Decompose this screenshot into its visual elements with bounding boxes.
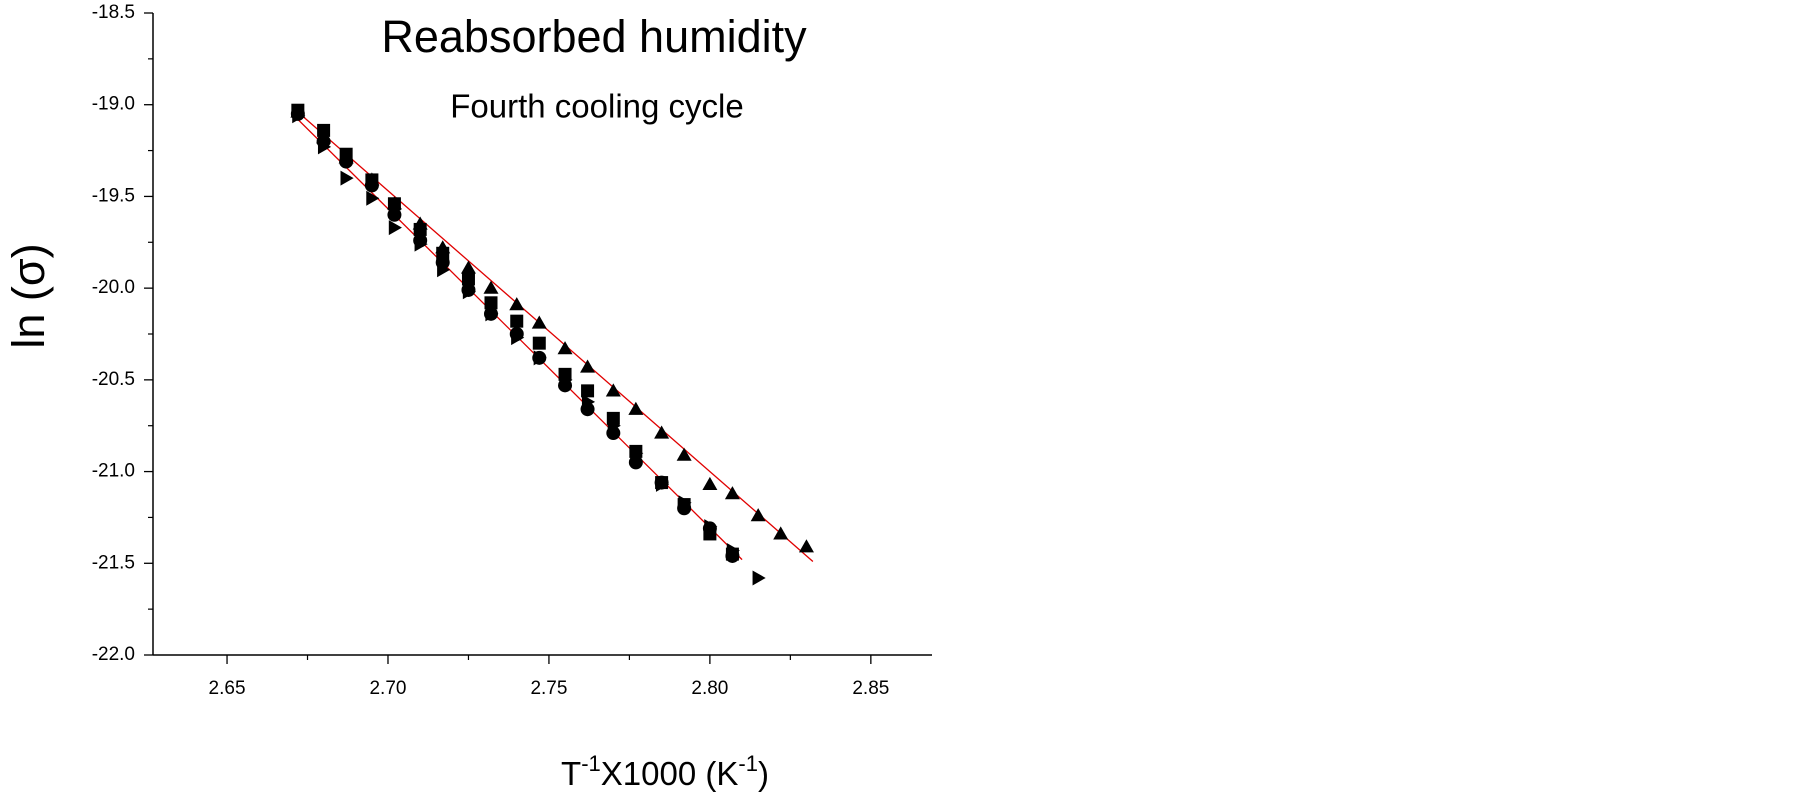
data-point: [510, 314, 524, 328]
chart-title: Reabsorbed humidity: [381, 11, 807, 62]
data-point: [581, 384, 595, 398]
data-point: [531, 315, 547, 329]
data-point: [484, 296, 498, 310]
data-point: [559, 372, 573, 388]
data-point: [387, 207, 402, 222]
data-point: [388, 220, 402, 236]
data-point: [460, 260, 476, 274]
y-axis-label: ln (σ): [3, 243, 54, 348]
data-point: [483, 280, 499, 294]
data-point: [678, 495, 692, 511]
data-point: [364, 172, 380, 186]
data-point: [485, 306, 499, 322]
data-point: [386, 196, 402, 210]
x-label-part: X1000 (K: [601, 755, 739, 792]
data-point: [607, 418, 621, 434]
data-point: [750, 508, 766, 522]
y-tick-label: -19.5: [92, 185, 135, 206]
data-point: [605, 383, 621, 397]
data-point: [435, 240, 451, 254]
data-point: [654, 425, 670, 439]
data-point: [340, 170, 354, 186]
data-point: [509, 297, 525, 311]
x-axis-label: T-1X1000 (K-1): [561, 751, 769, 792]
data-point: [628, 401, 644, 415]
data-point: [366, 190, 380, 206]
data-point: [412, 216, 428, 230]
data-point: [532, 336, 546, 350]
data-point: [533, 350, 547, 366]
chart-subtitle: Fourth cooling cycle: [450, 88, 743, 125]
data-point: [317, 139, 332, 155]
data-point: [702, 476, 718, 491]
y-tick-label: -20.5: [92, 369, 135, 390]
data-point: [292, 108, 306, 124]
y-tick-label: -19.0: [92, 94, 135, 115]
y-tick-label: -22.0: [92, 644, 135, 665]
data-point: [704, 519, 718, 535]
data-point: [676, 447, 692, 461]
data-point: [511, 330, 525, 346]
x-label-part: T: [561, 755, 581, 792]
data-point: [462, 284, 476, 300]
data-point: [316, 130, 332, 144]
data-point: [630, 445, 644, 461]
data-point: [437, 262, 451, 278]
data-point: [461, 272, 475, 286]
x-tick-label: 2.80: [691, 678, 728, 699]
x-tick-label: 2.75: [530, 678, 567, 699]
data-point: [655, 476, 670, 492]
data-point: [773, 526, 789, 540]
y-tick-label: -21.0: [92, 461, 135, 482]
data-point: [557, 341, 573, 355]
data-point: [338, 150, 354, 164]
data-point: [798, 539, 814, 553]
x-label-sup: -1: [738, 751, 758, 776]
y-tick-label: -20.0: [92, 277, 135, 298]
y-tick-label: -18.5: [92, 2, 135, 23]
y-tick-label: -21.5: [92, 552, 135, 573]
fit-line: [297, 111, 814, 562]
x-tick-label: 2.70: [369, 678, 406, 699]
data-point: [414, 236, 428, 252]
data-point: [581, 394, 596, 410]
x-label-sup: -1: [581, 751, 601, 776]
x-tick-label: 2.65: [209, 678, 246, 699]
data-point: [580, 359, 596, 373]
data-point: [726, 542, 740, 558]
data-point: [752, 570, 766, 586]
data-point: [724, 486, 740, 500]
x-tick-label: 2.85: [852, 678, 889, 699]
x-label-part: ): [758, 755, 769, 792]
